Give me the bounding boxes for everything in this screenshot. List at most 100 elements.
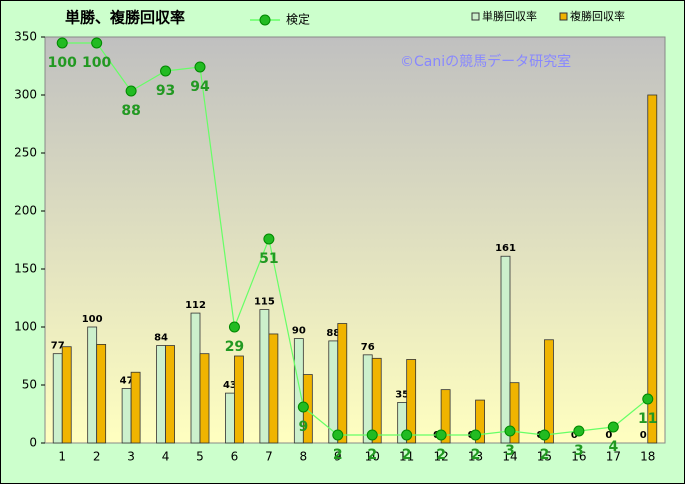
data-label: 115 [254, 297, 275, 308]
line-marker [504, 425, 516, 437]
line [62, 42, 649, 436]
data-label: 0 [605, 430, 612, 441]
y-tick-label: 100 [14, 320, 37, 334]
line-label: 3 [574, 443, 584, 459]
line-label: 2 [540, 447, 550, 463]
legend-swatch [471, 12, 480, 21]
data-label: 77 [51, 341, 65, 352]
line-label: 88 [121, 103, 140, 119]
data-label: 0 [571, 430, 578, 441]
x-tick-label: 3 [127, 450, 135, 464]
x-tick-label: 8 [300, 450, 308, 464]
bar [268, 333, 279, 444]
bar [52, 353, 63, 444]
line-marker [607, 421, 619, 433]
line-label: 100 [82, 55, 111, 71]
bar [371, 357, 382, 444]
bar [87, 326, 98, 444]
line-label: 100 [48, 55, 77, 71]
y-tick-label: 50 [22, 378, 37, 392]
x-tick-label: 5 [196, 450, 204, 464]
line-marker [160, 65, 172, 77]
x-tick-label: 7 [265, 450, 273, 464]
bar [647, 94, 658, 444]
bar [225, 392, 235, 444]
chart-title: 単勝、複勝回収率 [65, 9, 185, 27]
line-label: 4 [608, 439, 618, 455]
plot-area [44, 36, 666, 444]
bar [500, 255, 511, 444]
bar [165, 345, 175, 444]
data-label: 43 [223, 380, 237, 391]
x-tick-label: 10 [365, 450, 380, 464]
bar [475, 399, 485, 444]
bar [259, 309, 270, 444]
data-label: 112 [185, 300, 206, 311]
line-marker [470, 429, 482, 441]
line-label: 93 [156, 83, 175, 99]
line-marker [125, 85, 137, 97]
bar [406, 359, 417, 444]
x-tick-label: 12 [433, 450, 448, 464]
data-label: 88 [326, 328, 340, 339]
bar [96, 343, 107, 444]
x-tick-label: 9 [334, 450, 342, 464]
y-tick-label: 0 [29, 436, 37, 450]
data-label: 100 [82, 314, 103, 325]
line-marker [91, 37, 103, 49]
line-marker [435, 429, 447, 441]
y-tick-label: 300 [14, 88, 37, 102]
line-marker [573, 425, 585, 437]
line-label: 3 [505, 443, 515, 459]
line-marker [538, 429, 550, 441]
x-tick-label: 13 [468, 450, 483, 464]
data-label: 90 [292, 326, 306, 337]
bar [130, 371, 141, 444]
bar [337, 323, 348, 444]
line-label: 2 [402, 447, 412, 463]
x-tick-label: 16 [571, 450, 586, 464]
line-marker [332, 429, 344, 441]
x-tick-label: 15 [537, 450, 552, 464]
bar [544, 339, 554, 444]
line-marker [56, 37, 68, 49]
data-label: 76 [361, 342, 375, 353]
legend-label: 単勝回収率 [482, 9, 537, 23]
line-label: 2 [436, 447, 446, 463]
bar [156, 345, 166, 444]
bar [328, 340, 339, 444]
data-label: 47 [120, 375, 134, 386]
line-marker [642, 393, 654, 405]
x-tick-label: 14 [502, 450, 517, 464]
legend-label: 複勝回収率 [570, 9, 625, 23]
x-tick-label: 2 [93, 450, 101, 464]
x-tick-label: 17 [606, 450, 621, 464]
line-label: 9 [298, 419, 308, 435]
line-marker [366, 429, 378, 441]
y-tick-label: 150 [14, 262, 37, 276]
data-label: 35 [395, 389, 409, 400]
bar [509, 382, 520, 444]
y-tick-label: 350 [14, 30, 37, 44]
line-label: 2 [333, 447, 343, 463]
line-marker [228, 321, 240, 333]
line-marker [194, 61, 206, 73]
y-tick-label: 200 [14, 204, 37, 218]
data-label: 161 [495, 243, 516, 254]
line-marker [297, 401, 309, 413]
bar [199, 353, 210, 444]
line-label: 2 [471, 447, 481, 463]
line-marker [401, 429, 413, 441]
legend-marker [259, 14, 271, 26]
legend-swatch [559, 12, 568, 21]
x-tick-label: 11 [399, 450, 414, 464]
legend-label: 検定 [286, 12, 310, 27]
data-label: 0 [640, 430, 647, 441]
y-tick-label: 250 [14, 146, 37, 160]
x-tick-label: 1 [58, 450, 66, 464]
data-label: 84 [154, 333, 168, 344]
line-label: 51 [259, 251, 278, 267]
bar [440, 389, 451, 444]
bar [61, 346, 72, 444]
